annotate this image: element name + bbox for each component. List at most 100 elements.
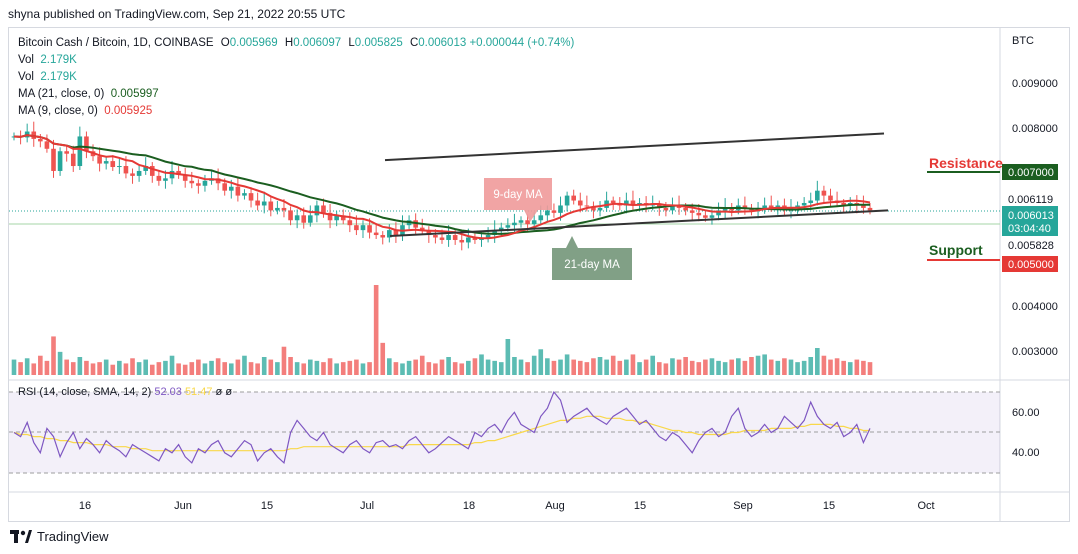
candle-body (215, 178, 221, 184)
volume-bar (433, 363, 438, 375)
candle-body (512, 222, 517, 226)
candle-body (459, 239, 465, 243)
candle-body (485, 235, 491, 238)
volume-bar (867, 362, 873, 375)
vol1-value: 2.179K (40, 54, 77, 66)
candle-body (670, 205, 675, 211)
volume-bar (215, 358, 221, 375)
candle-body (808, 200, 814, 203)
legend-vol1-row[interactable]: Vol 2.179K (18, 52, 574, 69)
candle-body (51, 148, 56, 171)
volume-bar (624, 359, 629, 375)
volume-bar (591, 358, 596, 375)
rsi-extra-2: ø (225, 386, 233, 398)
volume-bar (57, 351, 63, 375)
channel-trendlines (384, 132, 889, 238)
ma9-callout-text: 9-day MA (493, 189, 543, 201)
candle-body (380, 235, 386, 238)
time-label-15a: 15 (261, 500, 273, 512)
upper-trendline[interactable] (384, 132, 885, 162)
candle-body (676, 205, 682, 208)
volume-bar (676, 359, 682, 375)
candle-body (795, 205, 800, 208)
rsi-legend[interactable]: RSI (14, close, SMA, 14, 2) 52.03 51.47 … (18, 386, 232, 398)
candle-body (722, 207, 728, 211)
countdown-tag-text: 03:04:40 (1008, 223, 1051, 235)
volume-bar (97, 362, 102, 375)
volume-bar (729, 359, 735, 375)
legend-ma9-row[interactable]: MA (9, close, 0) 0.005925 (18, 103, 574, 120)
volume-bar (156, 362, 162, 375)
candle-body (571, 195, 576, 201)
candle-body (439, 237, 445, 240)
legend-vol2-row[interactable]: Vol 2.179K (18, 69, 574, 86)
volume-bar (597, 357, 603, 375)
volume-bar (426, 362, 432, 375)
volume-bar (182, 364, 188, 375)
volume-bar (610, 355, 616, 375)
volume-bar (261, 357, 267, 375)
candle-body (334, 215, 339, 221)
time-label-aug: Aug (545, 500, 565, 512)
volume-bar (209, 360, 214, 375)
candle-body (861, 205, 866, 208)
candle-body (419, 227, 425, 231)
volume-bar (670, 358, 675, 375)
volume-bar (110, 364, 116, 375)
candle-body (130, 173, 135, 176)
vol2-value: 2.179K (40, 71, 77, 83)
candle-body (393, 230, 399, 236)
candle-body (729, 207, 735, 211)
candle-body (505, 225, 511, 228)
volume-bar (518, 359, 524, 375)
volume-bar (327, 358, 333, 375)
candle-body (136, 170, 142, 176)
symbol-title[interactable]: Bitcoin Cash / Bitcoin, 1D, COINBASE (18, 37, 214, 49)
candle-body (110, 161, 116, 168)
volume-bar (288, 357, 293, 375)
support-price-tag-text: 0.005000 (1008, 259, 1054, 271)
rsi-band (9, 392, 1000, 473)
vol1-label: Vol (18, 54, 34, 66)
volume-bar (722, 362, 728, 375)
candle-body (149, 166, 155, 176)
volume-bar (18, 362, 23, 375)
candle-body (815, 190, 820, 201)
candle-body (472, 237, 478, 240)
ma21-callout: 21-day MA (552, 236, 632, 280)
volume-bar (400, 363, 405, 375)
candle-body (696, 212, 702, 216)
lower-trendline[interactable] (389, 209, 889, 238)
candle-body (228, 186, 234, 191)
ma21-value: 0.005997 (110, 88, 159, 100)
ma21-callout-text: 21-day MA (564, 259, 620, 271)
chart-legend: Bitcoin Cash / Bitcoin, 1D, COINBASE O0.… (18, 35, 574, 120)
volume-bar (281, 346, 287, 375)
volume-bar (459, 363, 465, 375)
volume-bar (801, 360, 807, 375)
volume-bar (815, 348, 820, 375)
candle-body (551, 210, 557, 213)
candle-body (426, 230, 432, 236)
candle-body (275, 207, 280, 211)
candle-body (709, 215, 715, 218)
candle-body (242, 193, 247, 196)
volume-bar (419, 355, 425, 375)
rsi-sma-value: 51.47 (184, 386, 213, 398)
footer-brand[interactable]: TradingView (10, 529, 109, 544)
volume-bar (149, 364, 155, 375)
candle-body (321, 205, 326, 213)
volume-bar (103, 359, 109, 375)
legend-ohlc-row: Bitcoin Cash / Bitcoin, 1D, COINBASE O0.… (18, 35, 574, 52)
volume-bar (617, 360, 623, 375)
resistance-price-tag (1002, 164, 1058, 180)
ma9-callout: 9-day MA (484, 178, 552, 222)
volume-bar (808, 357, 814, 375)
candle-body (538, 215, 544, 221)
price-tag-6119: 0.006119 (1008, 194, 1053, 206)
volume-bar (380, 342, 386, 375)
candle-body (97, 156, 102, 164)
volume-bar (755, 355, 761, 375)
legend-ma21-row[interactable]: MA (21, close, 0) 0.005997 (18, 86, 574, 103)
